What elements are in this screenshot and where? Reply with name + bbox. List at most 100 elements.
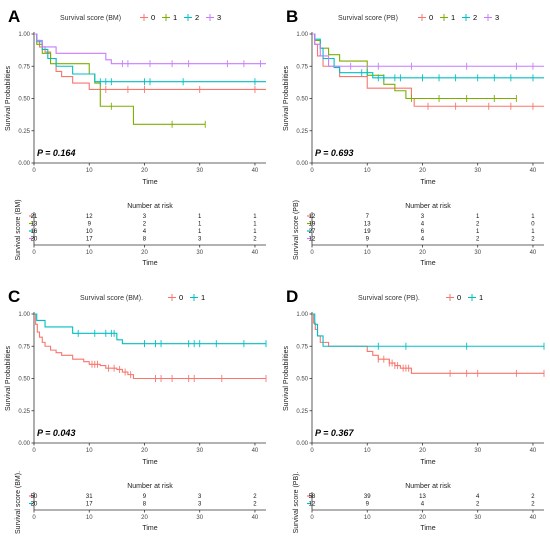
y-tick-label: 1.00 <box>296 32 308 38</box>
panel-letter: B <box>286 7 298 26</box>
x-tick-label: 40 <box>530 168 537 174</box>
risk-count: 20 <box>31 237 38 243</box>
x-tick-label: 0 <box>32 168 36 174</box>
risk-count: 17 <box>86 237 93 243</box>
risk-table-title: Number at risk <box>405 483 451 490</box>
x-tick-label: 0 <box>32 448 36 454</box>
risk-count: 1 <box>531 229 535 235</box>
risk-x-tick-label: 40 <box>530 250 537 256</box>
y-tick-label: 0.75 <box>18 344 30 350</box>
risk-count: 4 <box>421 237 425 243</box>
risk-count: 20 <box>31 502 38 508</box>
y-tick-label: 0.75 <box>296 344 308 350</box>
risk-x-tick-label: 0 <box>32 515 36 521</box>
risk-count: 4 <box>421 502 425 508</box>
risk-count: 1 <box>476 229 480 235</box>
risk-count: 58 <box>309 494 316 500</box>
p-value: P = 0.693 <box>315 148 353 158</box>
risk-count: 2 <box>531 502 535 508</box>
survival-curve-group-1 <box>312 313 544 347</box>
survival-curve-group-3 <box>34 33 266 65</box>
risk-x-tick-label: 40 <box>252 515 259 521</box>
risk-x-tick-label: 30 <box>474 250 481 256</box>
risk-x-tick-label: 10 <box>86 515 93 521</box>
y-axis-label: Survival Probabilities <box>283 66 290 131</box>
risk-table-title: Number at risk <box>127 483 173 490</box>
risk-count: 2 <box>476 237 480 243</box>
y-tick-label: 0.00 <box>296 161 308 167</box>
x-tick-label: 30 <box>474 448 481 454</box>
x-tick-label: 30 <box>196 168 203 174</box>
risk-y-axis-label: Survival score (BM) <box>15 199 22 260</box>
risk-count: 31 <box>86 494 93 500</box>
survival-curve-group-0 <box>312 313 544 374</box>
y-tick-label: 0.50 <box>296 97 308 103</box>
x-tick-label: 30 <box>196 448 203 454</box>
legend-title: Survival score (PB). <box>358 295 420 302</box>
risk-x-tick-label: 40 <box>252 250 259 256</box>
risk-count: 1 <box>253 214 257 220</box>
panel-letter: A <box>8 7 20 26</box>
x-axis-label: Time <box>420 459 435 466</box>
risk-count: 1 <box>531 214 535 220</box>
panel-b: B Survival score (PB) 0 1 2 30.000.250.500.75… <box>283 7 544 267</box>
survival-curve-group-2 <box>34 33 266 83</box>
y-tick-label: 0.00 <box>296 441 308 447</box>
x-tick-label: 40 <box>252 448 259 454</box>
legend-label: 3 <box>495 13 499 22</box>
risk-count: 4 <box>143 229 147 235</box>
risk-count: 9 <box>366 502 370 508</box>
risk-count: 2 <box>531 237 535 243</box>
risk-count: 2 <box>531 494 535 500</box>
risk-table-title: Number at risk <box>405 203 451 210</box>
legend: Survival score (BM) 0 1 2 3 <box>60 13 221 22</box>
risk-count: 0 <box>531 222 535 228</box>
y-axis-label: Survival Probabilities <box>283 346 290 411</box>
x-tick-label: 10 <box>364 448 371 454</box>
legend-label: 1 <box>201 293 205 302</box>
risk-count: 3 <box>143 214 147 220</box>
panel-d: D Survival score (PB). 0 1 0.00 0.25 0.50 0.75 1… <box>283 287 545 533</box>
survival-curve-group-1 <box>312 33 517 100</box>
x-axis-label: Time <box>142 459 157 466</box>
risk-x-tick-label: 10 <box>364 515 371 521</box>
risk-count: 4 <box>421 222 425 228</box>
risk-count: 21 <box>31 214 38 220</box>
risk-x-tick-label: 20 <box>419 250 426 256</box>
risk-count: 6 <box>421 229 425 235</box>
y-tick-label: 0.50 <box>18 377 30 383</box>
risk-x-tick-label: 30 <box>196 515 203 521</box>
risk-x-tick-label: 0 <box>310 515 314 521</box>
risk-count: 27 <box>309 229 316 235</box>
legend-label: 1 <box>173 13 177 22</box>
p-value: P = 0.164 <box>37 148 75 158</box>
risk-count: 9 <box>88 222 92 228</box>
y-tick-label: 1.00 <box>18 312 30 318</box>
y-tick-label: 0.25 <box>18 129 30 135</box>
x-axis-label: Time <box>142 179 157 186</box>
x-tick-label: 20 <box>419 168 426 174</box>
legend: Survival score (PB) 0 1 2 3 <box>338 13 499 22</box>
legend-label: 0 <box>429 13 433 22</box>
y-tick-label: 0.75 <box>18 64 30 70</box>
risk-count: 12 <box>309 237 316 243</box>
risk-x-tick-label: 20 <box>141 250 148 256</box>
risk-count: 39 <box>364 494 371 500</box>
risk-x-axis-label: Time <box>420 260 435 267</box>
legend-title: Survival score (BM) <box>60 15 121 22</box>
risk-x-tick-label: 0 <box>310 250 314 256</box>
y-tick-label: 0.25 <box>296 409 308 415</box>
legend: Survival score (BM). 0 1 <box>80 293 205 302</box>
risk-count: 50 <box>31 494 38 500</box>
survival-curve-group-1 <box>34 313 266 345</box>
risk-count: 2 <box>476 502 480 508</box>
risk-count: 13 <box>364 222 371 228</box>
y-axis-label: Survival Probabilities <box>5 346 12 411</box>
p-value: P = 0.043 <box>37 428 75 438</box>
risk-count: 1 <box>198 222 202 228</box>
y-tick-label: 1.00 <box>18 32 30 38</box>
x-tick-label: 0 <box>310 168 314 174</box>
y-tick-label: 1.00 <box>296 312 308 318</box>
risk-x-tick-label: 40 <box>530 515 537 521</box>
